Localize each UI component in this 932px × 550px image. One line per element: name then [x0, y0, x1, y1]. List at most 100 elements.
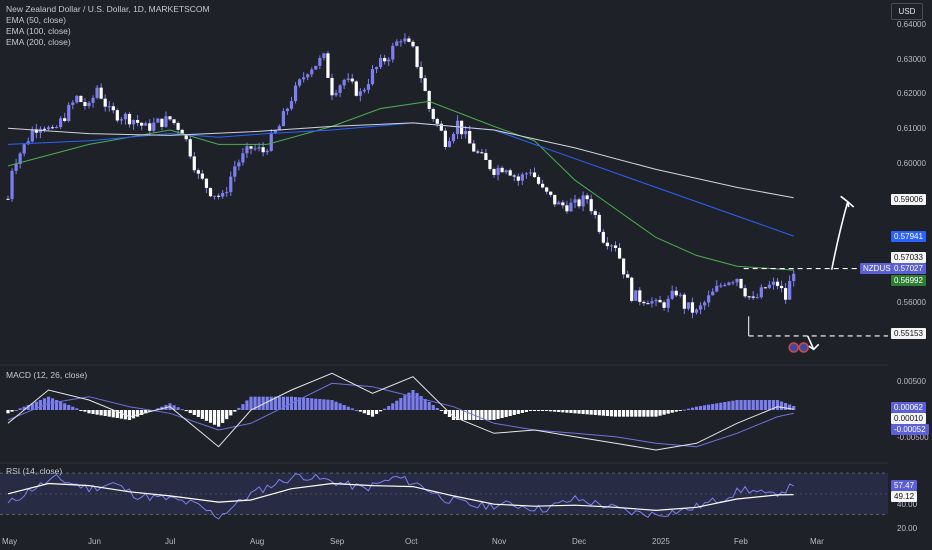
candle-body [229, 176, 233, 193]
candle-body [747, 296, 751, 298]
macd-hist-bar [565, 410, 569, 413]
candle-body [83, 101, 87, 107]
candle-body [674, 290, 678, 296]
candle-body [788, 280, 792, 300]
candle-body [520, 174, 524, 181]
candle-body [253, 148, 257, 150]
candle-body [326, 53, 330, 78]
macd-hist-bar [176, 407, 180, 410]
candle-body [443, 130, 447, 148]
candle-body [95, 87, 99, 98]
macd-hist-bar [670, 410, 674, 413]
macd-hist-bar [221, 410, 225, 423]
macd-hist-bar [662, 410, 666, 415]
candle-body [354, 81, 358, 96]
candle-body [678, 294, 682, 296]
candle-body [403, 38, 407, 42]
macd-hist-bar [792, 406, 796, 410]
candle-body [589, 199, 593, 212]
candle-body [387, 59, 391, 62]
candle-body [500, 167, 504, 173]
macd-hist-bar [468, 410, 472, 420]
event-flag-icon [798, 342, 809, 353]
macd-hist-bar [488, 410, 492, 420]
month-label: Oct [405, 537, 418, 546]
candle-body [285, 108, 290, 112]
candle-body [723, 284, 727, 286]
macd-hist-bar [775, 400, 780, 410]
macd-hist-bar [723, 402, 727, 410]
macd-hist-bar [682, 409, 686, 411]
candle-body [605, 242, 609, 247]
macd-hist-bar [188, 410, 192, 414]
candle-body [698, 305, 703, 310]
macd-hist-bar [261, 396, 265, 410]
macd-hist-bar [638, 410, 642, 417]
macd-hist-bar [346, 406, 350, 410]
macd-hist-bar [358, 410, 362, 412]
bullish-arrow-head [840, 195, 855, 208]
candle-body [703, 302, 707, 306]
candle-body [727, 282, 731, 285]
macd-hist-bar [763, 400, 767, 410]
macd-hist-bar [654, 410, 658, 417]
macd-hist-bar [593, 410, 597, 415]
month-label: Dec [572, 537, 587, 546]
candle-body [731, 282, 735, 284]
macd-hist-bar [634, 410, 638, 417]
candle-body [136, 120, 140, 123]
macd-hist-bar [30, 403, 34, 410]
candle-body [152, 122, 156, 131]
macd-hist-bar [715, 403, 719, 410]
macd-hist-bar [646, 410, 650, 417]
rsi-label: RSI (14, close) [6, 466, 63, 476]
macd-hist-bar [492, 410, 496, 420]
event-flag-icon [788, 342, 799, 353]
candle-body [140, 122, 144, 126]
candle-body [707, 295, 711, 303]
macd-hist-bar [399, 398, 403, 410]
macd-hist-bar [431, 405, 435, 410]
candle-body [293, 85, 298, 102]
macd-hist-bar [573, 410, 577, 414]
macd-hist-bar [528, 410, 533, 411]
candle-body [577, 199, 581, 207]
macd-hist-bar [678, 410, 682, 411]
macd-hist-bar [342, 405, 346, 410]
macd-hist-bar [536, 410, 541, 411]
candle-body [415, 46, 419, 67]
macd-hist-bar [569, 410, 573, 413]
macd-hist-bar [18, 408, 22, 410]
macd-hist-bar [532, 410, 537, 411]
candle-body [370, 69, 375, 85]
candle-body [492, 169, 496, 175]
macd-hist-bar [184, 410, 188, 412]
ema100-tag: 0.57941 [891, 231, 926, 242]
candle-body [322, 53, 326, 59]
macd-hist-bar [111, 410, 115, 418]
candle-body [451, 133, 456, 142]
ema50-tag: 0.56992 [891, 275, 926, 286]
macd-hist-bar [314, 398, 318, 410]
candle-body [42, 128, 47, 130]
macd-hist-bar [115, 410, 119, 418]
macd-hist-bar [310, 398, 314, 410]
currency-button[interactable]: USD [891, 3, 923, 20]
candle-body [532, 172, 537, 178]
macd-label: MACD (12, 26, close) [6, 370, 88, 380]
macd-hist-bar [200, 410, 204, 419]
macd-hist-bar [443, 410, 447, 414]
candle-body [779, 285, 784, 289]
candle-body [379, 57, 383, 68]
candle-body [91, 97, 95, 103]
macd-hist-bar [419, 396, 423, 410]
candle-body [638, 290, 642, 302]
candle-body [682, 294, 686, 309]
macd-hist-bar [707, 404, 711, 410]
macd-hist-bar [395, 400, 399, 410]
macd-hist-bar [249, 396, 253, 410]
macd-hist-bar [212, 410, 217, 425]
candle-body [103, 98, 107, 107]
macd-hist-bar [204, 410, 209, 421]
